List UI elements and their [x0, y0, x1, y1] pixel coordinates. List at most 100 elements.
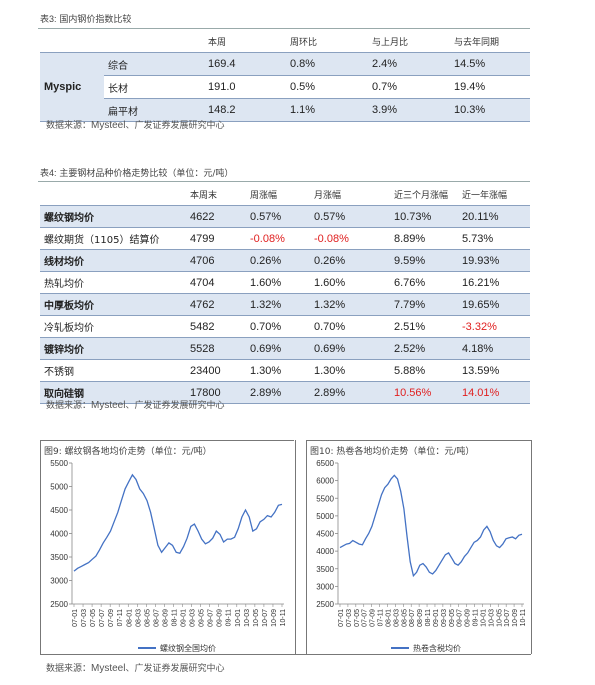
table-cell: 0.7% — [368, 75, 450, 99]
table-cell: 0.26% — [246, 249, 310, 272]
row-name: 冷轧板均价 — [40, 315, 186, 338]
row-name: 取向硅钢 — [40, 381, 186, 404]
table-cell: 0.8% — [286, 52, 368, 76]
y-tick-label: 5500 — [316, 494, 334, 503]
table3-top-rule — [38, 28, 530, 29]
x-tick-label: 08-09 — [162, 609, 169, 627]
table-cell: 5482 — [186, 315, 246, 338]
source-name: Mysteel — [91, 400, 126, 411]
table-cell: 0.70% — [310, 315, 390, 338]
table4-header-cell: 月涨幅 — [310, 184, 390, 206]
y-tick-label: 3000 — [50, 577, 68, 586]
row-name: 线材均价 — [40, 249, 186, 272]
table-cell: 5.88% — [390, 359, 458, 382]
x-tick-label: 08-09 — [417, 609, 424, 627]
table3-header-cell: 与上月比 — [368, 30, 450, 53]
y-tick-label: 5000 — [316, 512, 334, 521]
table3-source: 数据来源：Mysteel、广发证券发展研究中心 — [46, 118, 224, 131]
x-tick-label: 09-07 — [457, 609, 464, 627]
x-tick-label: 07-07 — [362, 609, 369, 627]
table-row: 热轧均价 4704 1.60% 1.60% 6.76% 16.21% — [40, 271, 530, 294]
table-row: 螺纹期货（1105）结算价 4799 -0.08% -0.08% 8.89% 5.73% — [40, 227, 530, 250]
table-cell: 0.57% — [310, 205, 390, 228]
table-cell: 1.1% — [286, 98, 368, 122]
y-tick-label: 5500 — [50, 459, 68, 468]
x-tick-label: 08-11 — [425, 609, 432, 626]
table4-caption-prefix: 表4: — [40, 168, 57, 178]
x-tick-label: 08-05 — [401, 609, 408, 627]
figures-source: 数据来源：Mysteel、广发证券发展研究中心 — [46, 661, 224, 674]
table-row: 冷轧板均价 5482 0.70% 0.70% 2.51% -3.32% — [40, 315, 530, 338]
x-tick-label: 10-05 — [496, 609, 503, 627]
x-tick-label: 08-03 — [135, 609, 142, 627]
table-cell: 0.70% — [246, 315, 310, 338]
table-row: 中厚板均价 4762 1.32% 1.32% 7.79% 19.65% — [40, 293, 530, 316]
x-tick-label: 09-07 — [208, 609, 215, 627]
y-tick-label: 2500 — [316, 600, 334, 609]
table-row: 取向硅钢 17800 2.89% 2.89% 10.56% 14.01% — [40, 381, 530, 404]
table-row: 不锈钢 23400 1.30% 1.30% 5.88% 13.59% — [40, 359, 530, 382]
y-tick-label: 4500 — [316, 530, 334, 539]
x-tick-label: 10-05 — [253, 609, 260, 627]
source-label: 数据来源： — [46, 664, 92, 674]
table-cell: 19.4% — [450, 75, 530, 99]
x-tick-label: 10-07 — [262, 609, 269, 627]
source-suffix: 、广发证券发展研究中心 — [125, 121, 225, 131]
x-tick-label: 08-01 — [126, 609, 133, 627]
table-cell: 10.73% — [390, 205, 458, 228]
x-tick-label: 10-03 — [488, 609, 495, 627]
row-name: 螺纹钢均价 — [40, 205, 186, 228]
x-tick-label: 07-01 — [338, 609, 345, 627]
x-tick-label: 07-09 — [108, 609, 115, 627]
table-cell: 9.59% — [390, 249, 458, 272]
x-tick-label: 10-01 — [480, 609, 487, 627]
table3-header-cell: 本周 — [204, 30, 286, 53]
x-tick-label: 07-11 — [378, 609, 385, 626]
x-tick-label: 10-11 — [280, 609, 287, 626]
x-tick-label: 08-07 — [409, 609, 416, 627]
y-tick-label: 4000 — [316, 547, 334, 556]
table-row: 镀锌均价 5528 0.69% 0.69% 2.52% 4.18% — [40, 337, 530, 360]
table4-header-cell: 近一年涨幅 — [458, 184, 530, 206]
table4-header-row: 本周末 周涨幅 月涨幅 近三个月涨幅 近一年涨幅 — [40, 184, 530, 206]
table-cell: 13.59% — [458, 359, 530, 382]
y-tick-label: 3500 — [316, 565, 334, 574]
table-cell: -3.32% — [458, 315, 530, 338]
table4-caption: 表4: 主要钢材品种价格走势比较（单位：元/吨） — [40, 166, 233, 179]
row-name: 螺纹期货（1105）结算价 — [40, 227, 186, 250]
table-cell: 10.3% — [450, 98, 530, 122]
table-cell: 10.56% — [390, 381, 458, 404]
row-name: 扁平材 — [104, 98, 204, 122]
table3-header-cell: 周环比 — [286, 30, 368, 53]
table-cell: 17800 — [186, 381, 246, 404]
table-cell: 19.65% — [458, 293, 530, 316]
table-cell: 1.30% — [310, 359, 390, 382]
x-tick-label: 09-01 — [181, 609, 188, 627]
table3-header-cell — [104, 30, 204, 53]
table-row: 螺纹钢均价 4622 0.57% 0.57% 10.73% 20.11% — [40, 205, 530, 228]
source-suffix: 、广发证券发展研究中心 — [125, 401, 225, 411]
table-cell: 8.89% — [390, 227, 458, 250]
table-cell: 1.30% — [246, 359, 310, 382]
table-row: 长材 191.0 0.5% 0.7% 19.4% — [40, 75, 530, 99]
table4-top-rule — [38, 181, 530, 182]
table3-header-row: 本周 周环比 与上月比 与去年同期 — [40, 30, 530, 53]
table3-header-cell — [40, 30, 104, 53]
x-tick-label: 09-11 — [473, 609, 480, 626]
table-cell: 0.69% — [246, 337, 310, 360]
table-cell: 191.0 — [204, 75, 286, 99]
x-tick-label: 09-03 — [190, 609, 197, 627]
table-cell: 5.73% — [458, 227, 530, 250]
table-row: 线材均价 4706 0.26% 0.26% 9.59% 19.93% — [40, 249, 530, 272]
table-cell: 1.60% — [310, 271, 390, 294]
x-tick-label: 08-01 — [385, 609, 392, 627]
series-line — [73, 473, 283, 572]
row-name: 综合 — [104, 52, 204, 76]
row-name: 中厚板均价 — [40, 293, 186, 316]
table-cell: 23400 — [186, 359, 246, 382]
table-cell: -0.08% — [246, 227, 310, 250]
x-tick-label: 10-11 — [520, 609, 527, 626]
x-tick-label: 07-03 — [346, 609, 353, 627]
steel-price-table: 本周末 周涨幅 月涨幅 近三个月涨幅 近一年涨幅 螺纹钢均价 4622 0.57% 0… — [40, 184, 530, 404]
